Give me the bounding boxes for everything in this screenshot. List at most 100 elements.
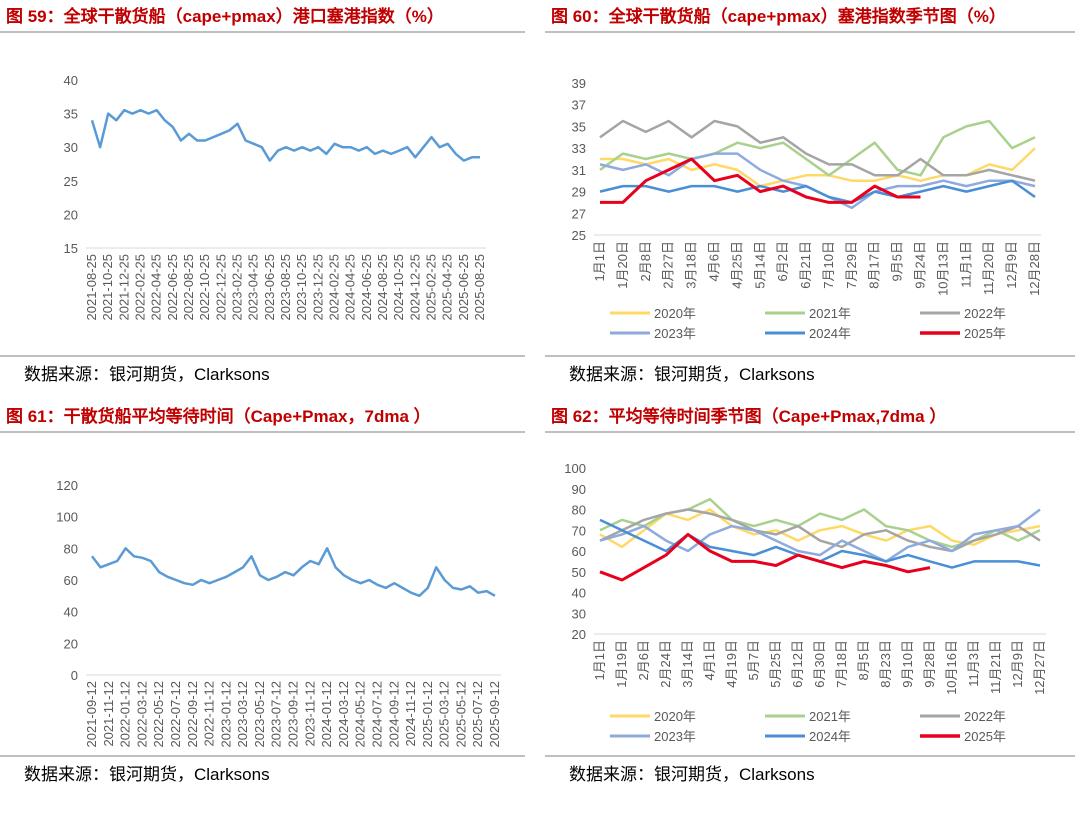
legend-label: 2021年 — [809, 709, 851, 724]
x-tick-label: 2024-11-12 — [403, 681, 418, 747]
x-tick-label: 2023-09-12 — [286, 681, 301, 748]
x-tick-label: 2022-08-25 — [181, 254, 196, 321]
y-tick-label: 50 — [572, 565, 586, 580]
x-tick-label: 9月28日 — [922, 640, 937, 688]
chart-title: 图 62：平均等待时间季节图（Cape+Pmax,7dma ） — [551, 406, 946, 426]
x-tick-label: 7月10日 — [821, 241, 836, 289]
y-tick-label: 27 — [572, 206, 586, 221]
x-tick-label: 5月14日 — [752, 241, 767, 289]
x-tick-label: 5月7日 — [746, 640, 761, 680]
x-tick-label: 2024-12-25 — [407, 254, 422, 321]
legend-label: 2025年 — [964, 729, 1006, 744]
x-tick-label: 6月12日 — [790, 640, 805, 688]
x-tick-label: 2022-06-25 — [165, 254, 180, 321]
x-tick-label: 2024-03-12 — [336, 681, 351, 748]
x-tick-label: 2021-09-12 — [84, 681, 99, 748]
y-tick-label: 60 — [572, 544, 586, 559]
x-tick-label: 2024-05-12 — [353, 681, 368, 748]
x-tick-label: 6月2日 — [775, 241, 790, 281]
x-tick-label: 1月1日 — [592, 640, 607, 680]
x-tick-label: 4月25日 — [729, 241, 744, 289]
x-tick-label: 3月18日 — [684, 241, 699, 289]
x-tick-label: 2023-02-25 — [230, 254, 245, 321]
chart-title: 图 59：全球干散货船（cape+pmax）港口塞港指数（%） — [6, 6, 444, 26]
x-tick-label: 2022-02-25 — [133, 254, 148, 321]
x-tick-label: 2022-04-25 — [149, 254, 164, 321]
y-tick-label: 20 — [64, 636, 78, 651]
y-tick-label: 35 — [64, 107, 78, 122]
x-tick-label: 6月30日 — [812, 640, 827, 688]
y-tick-label: 80 — [64, 541, 78, 556]
x-tick-label: 2021-11-12 — [101, 681, 116, 747]
x-tick-label: 8月17日 — [867, 241, 882, 289]
x-tick-label: 2025-06-25 — [456, 254, 471, 321]
y-tick-label: 15 — [64, 241, 78, 256]
x-tick-label: 2022-03-12 — [134, 681, 149, 748]
x-tick-label: 2月27日 — [661, 241, 676, 289]
series-line — [90, 108, 480, 162]
x-tick-label: 2023-10-25 — [294, 254, 309, 321]
x-tick-label: 2022-10-25 — [197, 254, 212, 320]
x-tick-label: 8月23日 — [878, 640, 893, 688]
x-tick-label: 10月13日 — [935, 241, 950, 296]
x-tick-label: 9月5日 — [890, 241, 905, 281]
x-tick-label: 11月1日 — [958, 241, 973, 288]
y-tick-label: 90 — [572, 482, 586, 497]
series-line — [91, 547, 496, 598]
x-tick-label: 2025-01-12 — [420, 681, 435, 748]
x-tick-label: 12月28日 — [1027, 241, 1042, 296]
x-tick-label: 2021-10-25 — [100, 254, 115, 321]
legend-label: 2025年 — [964, 326, 1006, 341]
source-note: 数据来源：银河期货，Clarksons — [24, 765, 270, 784]
x-tick-label: 1月19日 — [614, 640, 629, 688]
x-tick-label: 4月6日 — [706, 241, 721, 281]
y-tick-label: 0 — [71, 668, 78, 683]
x-tick-label: 2022-12-25 — [213, 254, 228, 321]
chart-title: 图 61：干散货船平均等待时间（Cape+Pmax，7dma ） — [6, 406, 431, 426]
x-tick-label: 2022-07-12 — [168, 681, 183, 748]
x-tick-label: 2023-01-12 — [218, 681, 233, 748]
x-tick-label: 7月29日 — [844, 241, 859, 289]
x-tick-label: 2021-08-25 — [84, 254, 99, 321]
series-line — [599, 179, 1036, 204]
x-tick-label: 11月20日 — [981, 241, 996, 295]
y-tick-label: 80 — [572, 503, 586, 518]
x-tick-label: 2023-05-12 — [252, 681, 267, 748]
x-tick-label: 2月6日 — [636, 640, 651, 680]
x-tick-label: 2025-08-25 — [472, 254, 487, 321]
x-tick-label: 2025-05-12 — [453, 681, 468, 748]
y-tick-label: 31 — [572, 163, 586, 178]
y-tick-label: 40 — [64, 73, 78, 88]
legend-label: 2022年 — [964, 709, 1006, 724]
x-tick-label: 2024-10-25 — [391, 254, 406, 321]
x-tick-label: 12月9日 — [1004, 241, 1019, 289]
chart-title: 图 60：全球干散货船（cape+pmax）塞港指数季节图（%） — [551, 6, 1006, 26]
y-tick-label: 30 — [64, 140, 78, 155]
source-note: 数据来源：银河期货，Clarksons — [569, 765, 815, 784]
y-tick-label: 100 — [56, 510, 78, 525]
y-tick-label: 20 — [572, 627, 586, 642]
x-tick-label: 2024-01-12 — [319, 681, 334, 748]
x-tick-label: 2023-07-12 — [269, 681, 284, 748]
x-tick-label: 9月10日 — [900, 640, 915, 688]
x-tick-label: 2023-04-25 — [246, 254, 261, 321]
x-tick-label: 12月27日 — [1032, 640, 1047, 695]
x-tick-label: 2023-08-25 — [278, 254, 293, 321]
x-tick-label: 7月18日 — [834, 640, 849, 688]
x-tick-label: 4月19日 — [724, 640, 739, 688]
series-line — [599, 508, 1041, 553]
series-line — [600, 157, 921, 204]
source-note: 数据来源：银河期货，Clarksons — [569, 365, 815, 384]
x-tick-label: 2024-06-25 — [359, 254, 374, 321]
x-tick-label: 2024-02-25 — [327, 254, 342, 321]
legend-label: 2023年 — [654, 729, 696, 744]
y-tick-label: 35 — [572, 119, 586, 134]
y-tick-label: 40 — [64, 605, 78, 620]
x-tick-label: 2025-03-12 — [437, 681, 452, 748]
x-tick-label: 2024-04-25 — [343, 254, 358, 321]
x-tick-label: 8月5日 — [856, 640, 871, 680]
legend-label: 2020年 — [654, 709, 696, 724]
y-tick-label: 100 — [564, 461, 586, 476]
